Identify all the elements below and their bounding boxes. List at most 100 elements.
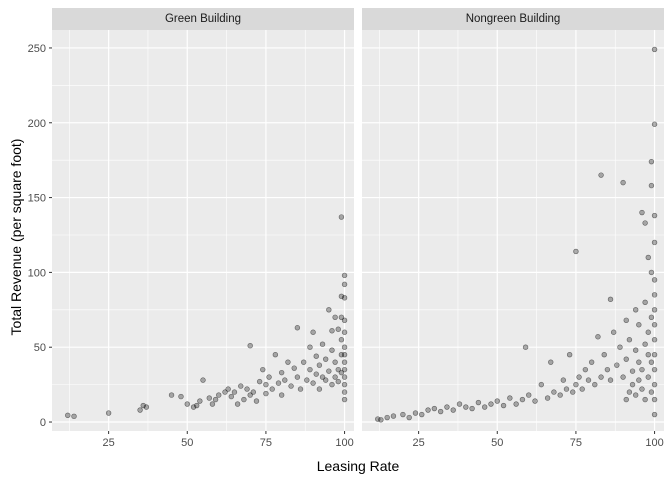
data-point <box>300 359 307 365</box>
data-point <box>629 368 636 374</box>
data-point <box>532 398 538 404</box>
data-point <box>143 404 150 410</box>
data-point <box>412 410 419 416</box>
data-point <box>607 296 614 303</box>
data-point <box>642 220 648 226</box>
data-point <box>645 351 651 358</box>
data-point <box>557 392 563 398</box>
y-tick-label: 150 <box>28 193 46 205</box>
data-point <box>322 377 329 383</box>
data-point <box>595 334 601 340</box>
data-point <box>488 401 494 407</box>
data-point <box>651 307 658 313</box>
data-point <box>168 392 175 398</box>
data-point <box>610 329 617 335</box>
data-point <box>651 121 658 127</box>
data-point <box>607 377 614 383</box>
data-point <box>651 366 658 373</box>
data-point <box>639 209 645 216</box>
data-point <box>341 344 348 350</box>
plot-panel-green-building <box>52 30 354 431</box>
data-point <box>304 377 310 383</box>
data-point <box>338 337 345 343</box>
data-point <box>335 378 341 385</box>
data-point <box>620 179 626 186</box>
data-point <box>570 389 576 395</box>
data-point <box>378 417 384 423</box>
data-point <box>623 396 629 403</box>
data-point <box>406 414 412 421</box>
x-tick-label: 75 <box>570 437 582 449</box>
data-point <box>341 374 348 380</box>
data-point <box>494 398 500 404</box>
data-point <box>560 377 567 383</box>
y-axis: 0 50 100 150 200 250 <box>28 43 52 429</box>
data-point <box>263 381 269 388</box>
data-point <box>538 381 545 388</box>
y-tick-label: 100 <box>28 267 46 279</box>
data-point <box>288 383 294 389</box>
data-point <box>431 405 438 412</box>
data-point <box>319 341 326 347</box>
data-point <box>200 377 206 383</box>
data-point <box>623 356 629 362</box>
x-tick-label: 100 <box>335 437 353 449</box>
panel-nongreen-building: Nongreen Building <box>362 8 664 431</box>
data-point <box>332 359 338 365</box>
data-point <box>636 377 642 383</box>
data-point <box>341 317 348 323</box>
data-point <box>307 344 313 350</box>
x-axis-nongreen-building: 25 50 75 100 <box>413 431 664 449</box>
x-tick-label: 50 <box>181 437 193 449</box>
data-point <box>137 407 143 413</box>
x-axis-green-building: 25 50 75 100 <box>103 431 354 449</box>
strip-green-building <box>52 8 354 30</box>
data-point <box>231 389 238 395</box>
data-point <box>463 404 469 410</box>
data-point <box>275 380 282 386</box>
data-point <box>636 322 642 328</box>
data-point <box>645 374 651 380</box>
data-point <box>341 366 348 373</box>
data-point <box>522 344 529 350</box>
y-tick-label: 200 <box>28 118 46 130</box>
data-point <box>294 325 301 331</box>
data-point <box>475 399 482 406</box>
data-point <box>316 362 323 368</box>
x-tick-label: 25 <box>103 437 115 449</box>
data-point <box>651 239 658 246</box>
x-axis-title: Leasing Rate <box>317 458 400 474</box>
gridlines-green-building <box>52 30 354 431</box>
data-point <box>247 343 253 349</box>
facet-label-nongreen-building: Nongreen Building <box>466 13 561 25</box>
data-point <box>294 374 301 380</box>
data-point <box>632 392 639 398</box>
data-point <box>651 351 658 358</box>
data-point <box>190 404 197 410</box>
data-point <box>241 396 247 403</box>
x-tick-label: 100 <box>645 437 663 449</box>
data-point <box>326 368 332 374</box>
data-point <box>651 277 658 283</box>
data-point <box>338 214 345 220</box>
data-point <box>390 413 397 419</box>
data-point <box>291 365 297 371</box>
data-point <box>626 389 633 395</box>
data-point <box>481 404 488 410</box>
data-point <box>651 46 658 53</box>
data-point <box>620 374 626 380</box>
data-point <box>322 356 329 362</box>
data-point <box>598 172 604 178</box>
x-tick-label: 50 <box>491 437 503 449</box>
data-point <box>310 329 316 335</box>
data-point <box>648 359 655 365</box>
data-point <box>601 351 607 358</box>
data-point <box>444 404 450 410</box>
data-point <box>551 389 557 395</box>
gridlines-nongreen-building <box>362 30 664 431</box>
data-point <box>623 317 629 323</box>
data-point <box>297 386 304 392</box>
x-tick-label: 75 <box>260 437 272 449</box>
data-point <box>450 407 456 413</box>
data-point <box>335 326 341 332</box>
